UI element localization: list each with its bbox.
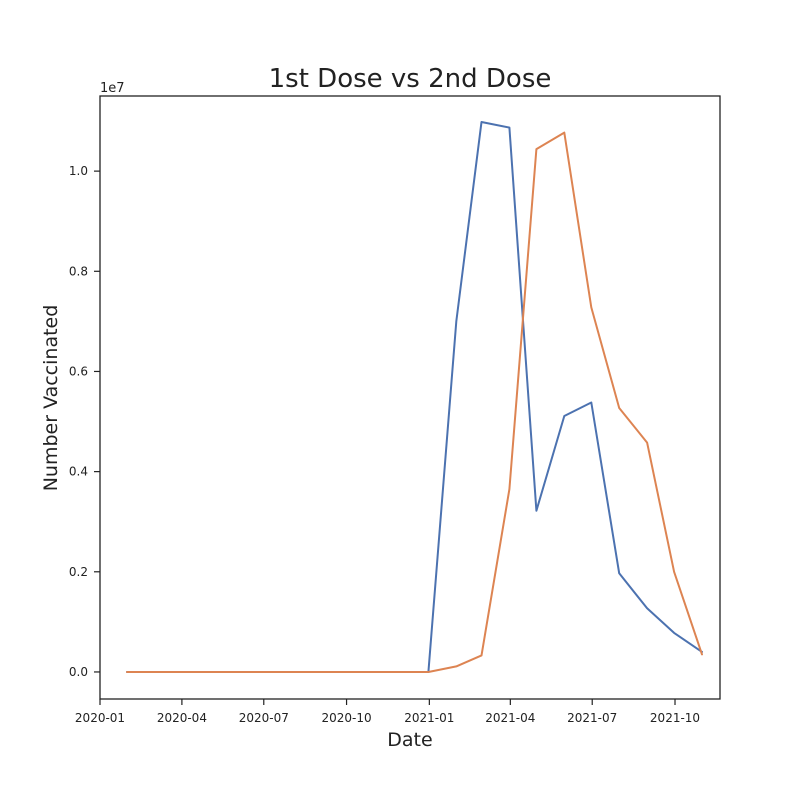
x-tick-label: 2020-10 xyxy=(321,711,371,725)
x-tick-label: 2020-04 xyxy=(157,711,207,725)
x-tick-label: 2020-01 xyxy=(75,711,125,725)
x-tick-label: 2021-01 xyxy=(404,711,454,725)
x-tick-label: 2021-04 xyxy=(485,711,535,725)
x-tick-label: 2021-07 xyxy=(567,711,617,725)
y-tick-label: 0.8 xyxy=(69,264,88,278)
y-tick-label: 0.2 xyxy=(69,565,88,579)
series-line-2 xyxy=(126,131,703,673)
x-axis-label: Date xyxy=(387,729,432,751)
y-axis-label: Number Vaccinated xyxy=(40,305,62,492)
y-tick-label: 0.4 xyxy=(69,465,88,479)
plot-frame xyxy=(99,95,721,700)
y-axis: 0.0 0.2 0.4 0.6 0.8 1.0 xyxy=(69,164,100,679)
plot-area xyxy=(126,121,703,673)
x-tick-label: 2020-07 xyxy=(239,711,289,725)
y-offset-label: 1e7 xyxy=(100,81,125,96)
y-tick-label: 0.0 xyxy=(69,665,88,679)
chart-title: 1st Dose vs 2nd Dose xyxy=(269,64,552,94)
x-axis: 2020-01 2020-04 2020-07 2020-10 2021-01 2021-… xyxy=(75,699,700,725)
y-tick-label: 1.0 xyxy=(69,164,88,178)
x-tick-label: 2021-10 xyxy=(650,711,700,725)
y-tick-label: 0.6 xyxy=(69,364,88,378)
